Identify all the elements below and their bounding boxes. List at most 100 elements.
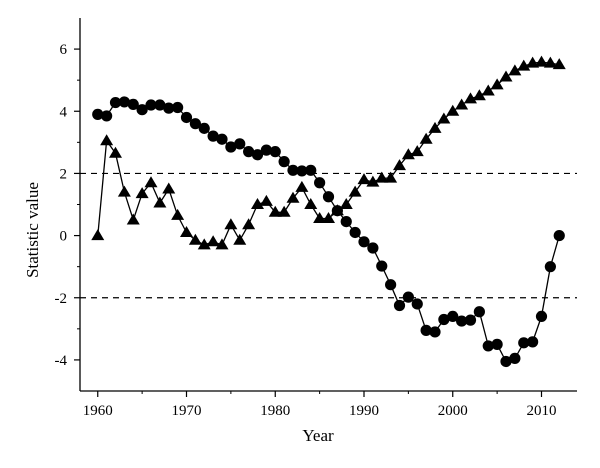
series-0-point-1976	[234, 138, 246, 150]
series-0-point-1992	[376, 260, 388, 272]
series-1-point-1987	[330, 204, 344, 216]
series-1-point-1963	[117, 185, 131, 197]
series-0-point-1988	[340, 215, 352, 228]
x-tick-label-1960: 1960	[83, 403, 113, 419]
series-1-point-2004	[481, 84, 495, 96]
series-1-point-1960	[91, 229, 105, 241]
series-1-point-1962	[109, 146, 122, 158]
series-0-point-2010	[535, 310, 548, 322]
y-axis-title: Statistic value	[23, 182, 42, 278]
series-1-point-1967	[153, 196, 167, 208]
series-0-point-1974	[216, 133, 228, 145]
x-axis-title: Year	[302, 426, 334, 445]
x-tick-label-2010: 2010	[527, 403, 557, 419]
series-1-point-1986	[322, 211, 335, 223]
series-0-point-2004	[482, 340, 494, 352]
series-0-point-2008	[518, 337, 530, 349]
series-1-point-1988	[339, 198, 353, 209]
series-0-point-1981	[278, 156, 290, 168]
series-0-point-1966	[145, 99, 157, 111]
series-0-point-1999	[438, 313, 450, 326]
series-1-point-1978	[251, 198, 264, 209]
series-1-point-1984	[304, 198, 318, 209]
series-1-point-1976	[233, 233, 247, 245]
x-tick-label-2000: 2000	[438, 403, 468, 419]
series-1-point-2012	[552, 58, 566, 70]
x-tick-label-1980: 1980	[260, 403, 290, 419]
series-1-point-1981	[277, 205, 291, 217]
series-1-point-1972	[197, 238, 211, 250]
series-0-point-2005	[491, 338, 503, 350]
y-tick-label-0: 0	[60, 229, 68, 245]
series-1-point-2001	[455, 98, 469, 110]
series-1-point-1974	[215, 238, 229, 250]
series-1-point-1992	[375, 171, 389, 183]
series-0-point-1984	[305, 164, 317, 176]
x-tick-label-1990: 1990	[349, 403, 379, 419]
series-0-point-1980	[269, 146, 281, 158]
x-tick-label-1970: 1970	[172, 403, 202, 419]
series-1-point-1983	[295, 180, 309, 192]
series-1-point-2006	[499, 70, 513, 82]
series-0-point-2006	[500, 355, 512, 368]
series-1-point-1996	[410, 145, 424, 157]
series-0-point-2001	[456, 315, 468, 327]
series-0-point-1967	[154, 99, 166, 111]
series-0-point-1971	[189, 118, 201, 130]
series-0-point-1993	[385, 279, 397, 291]
series-1-point-2003	[472, 89, 486, 101]
series-0-point-2007	[509, 352, 521, 364]
series-0-point-1990	[358, 236, 370, 248]
series-0-point-1972	[198, 122, 210, 134]
series-1-point-2010	[535, 55, 548, 67]
series-1-point-2008	[517, 59, 531, 71]
series-1-point-2002	[464, 92, 477, 104]
series-0-point-1968	[163, 102, 175, 114]
series-0-point-1978	[251, 149, 264, 161]
y-tick-label--2: -2	[55, 291, 68, 307]
series-1-point-1961	[100, 134, 114, 146]
series-0-point-1969	[172, 101, 184, 114]
series-1-point-1993	[384, 171, 398, 183]
series-1-point-1980	[268, 205, 282, 217]
series-0-line	[97, 101, 560, 363]
series-0-point-1997	[420, 324, 432, 336]
series-1-point-1999	[437, 112, 451, 124]
series-0-point-2003	[473, 306, 485, 318]
series-0-point-1991	[367, 242, 379, 254]
series-1-point-1964	[126, 213, 140, 225]
series-0-point-1962	[109, 96, 122, 109]
series-1-point-1991	[366, 175, 380, 187]
series-1-point-1998	[428, 121, 442, 133]
series-0-point-1960	[92, 108, 104, 120]
series-0-point-1996	[411, 298, 423, 310]
series-1-point-1977	[242, 218, 256, 230]
y-tick-label-2: 2	[60, 166, 68, 182]
series-0-point-1986	[322, 191, 335, 203]
series-0-point-1964	[127, 98, 139, 111]
series-1-point-1969	[171, 208, 185, 220]
series-1-point-1973	[206, 235, 220, 247]
plot-area: 1960 1970 1980 1990 2000 2010 -4 -2 0 2 4 6	[55, 18, 577, 419]
series-0-point-1973	[207, 130, 219, 142]
series-0-point-1970	[180, 111, 193, 124]
series-1-point-1966	[144, 176, 158, 188]
series-1-point-1970	[180, 225, 193, 237]
series-1-point-1968	[162, 182, 176, 194]
series-0-point-2009	[527, 336, 539, 348]
y-tick-label-4: 4	[60, 104, 68, 120]
series-1-point-1990	[357, 173, 371, 185]
series-0-point-2011	[544, 261, 556, 273]
series-0-point-1998	[429, 326, 441, 338]
series-1-point-1995	[401, 148, 415, 160]
series-1-point-2000	[446, 104, 460, 116]
series-0-point-1975	[225, 141, 237, 153]
series-0-point-1963	[118, 96, 130, 108]
series-0-point-1965	[136, 104, 148, 116]
series-0-point-1977	[243, 146, 255, 158]
series-0-point-2012	[553, 229, 565, 242]
series-1-point-1979	[259, 194, 273, 206]
series-1-point-1971	[188, 233, 202, 245]
series-0-point-2000	[447, 310, 459, 322]
series-1-point-2007	[508, 64, 522, 76]
